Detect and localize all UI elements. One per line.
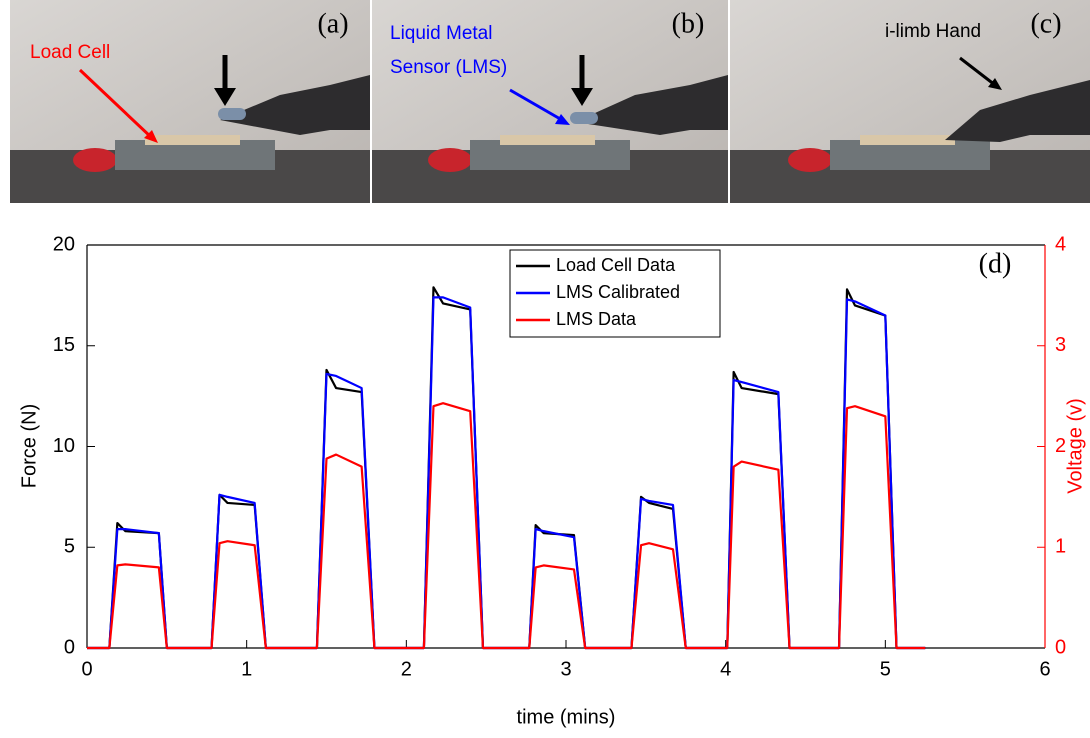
arrows	[78, 55, 1002, 143]
y-axis-label: Force (N)	[18, 404, 40, 488]
annotation: Liquid Metal	[390, 23, 492, 44]
x-tick-label: 6	[1039, 658, 1050, 680]
y2-tick-label: 4	[1055, 233, 1066, 255]
panel-label: (b)	[672, 8, 705, 39]
legend-label: LMS Calibrated	[556, 282, 680, 302]
legend-label: LMS Data	[556, 309, 637, 329]
y2-axis-label: Voltage (v)	[1064, 398, 1086, 494]
annotation: Load Cell	[30, 42, 110, 63]
annotation: Sensor (LMS)	[390, 57, 507, 78]
x-tick-label: 1	[241, 658, 252, 680]
x-tick-label: 5	[880, 658, 891, 680]
y2-tick-label: 1	[1055, 536, 1066, 558]
y2-tick-label: 3	[1055, 334, 1066, 356]
y-tick-label: 5	[64, 536, 75, 558]
y2-tick-label: 2	[1055, 435, 1066, 457]
y-tick-label: 10	[53, 435, 75, 457]
panel-label: (a)	[317, 8, 348, 39]
x-tick-label: 3	[560, 658, 571, 680]
panel-label: (d)	[979, 248, 1012, 279]
x-axis-label: time (mins)	[517, 706, 616, 728]
panel-label: (c)	[1030, 8, 1061, 39]
y-tick-label: 0	[64, 636, 75, 658]
x-tick-label: 2	[401, 658, 412, 680]
photo-c	[730, 0, 1090, 203]
photo-a	[10, 0, 370, 203]
y2-tick-label: 0	[1055, 636, 1066, 658]
y-tick-label: 20	[53, 233, 75, 255]
photo-b	[372, 0, 728, 203]
x-tick-label: 4	[720, 658, 731, 680]
series-line	[87, 402, 926, 650]
annotation: i-limb Hand	[885, 21, 981, 42]
x-tick-label: 0	[81, 658, 92, 680]
legend-label: Load Cell Data	[556, 255, 676, 275]
y-tick-label: 15	[53, 334, 75, 356]
